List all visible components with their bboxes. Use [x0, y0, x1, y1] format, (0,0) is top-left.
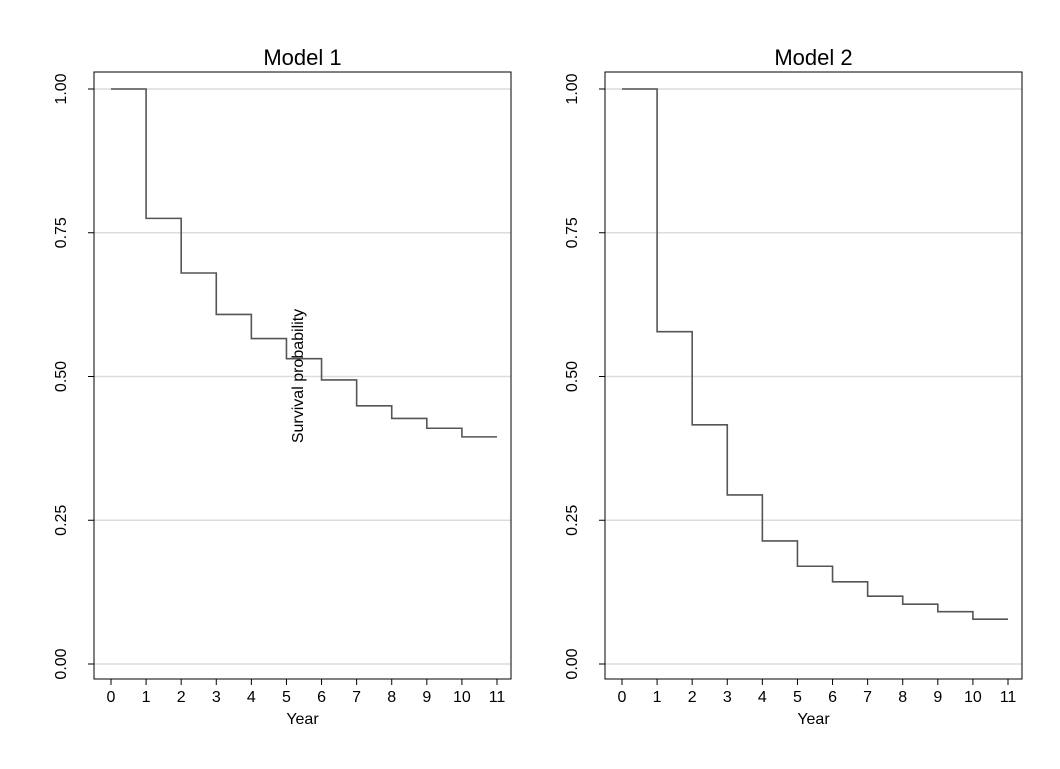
panel-2: Model 2 0.00 0.25 0.50 0.75 1.00 0 1 2 3 4 5 6 7 8 9 10 1… — [564, 45, 1023, 728]
y-tick-label: 0.50 — [53, 361, 70, 392]
y-tick-label: 1.00 — [53, 73, 70, 104]
x-tick-label: 6 — [317, 689, 326, 706]
x-tick-label: 2 — [177, 689, 186, 706]
x-tick-label: 6 — [828, 689, 837, 706]
panel-title: Model 1 — [263, 45, 341, 70]
x-tick-label: 3 — [212, 689, 221, 706]
x-tick-label: 7 — [352, 689, 361, 706]
y-axis-title: Survival probability — [290, 309, 307, 443]
x-tick-label: 4 — [758, 689, 767, 706]
y-tick-label: 0.25 — [53, 505, 70, 536]
x-tick-label: 1 — [142, 689, 151, 706]
plot-frame — [604, 71, 1023, 680]
y-tick-label: 0.50 — [564, 361, 581, 392]
x-tick-label: 8 — [387, 689, 396, 706]
x-tick-label: 4 — [247, 689, 256, 706]
x-axis-title: Year — [797, 711, 830, 728]
panels: Model 10.000.250.500.751.000 1 2 3 4 5 6 7 8 9 10 1… — [53, 45, 1023, 728]
x-tick-label: 0 — [618, 689, 627, 706]
y-tick-label: 0.75 — [564, 217, 581, 248]
x-tick-label: 9 — [933, 689, 942, 706]
x-tick-label: 3 — [723, 689, 732, 706]
x-tick-label: 11 — [1000, 689, 1017, 706]
survival-step-line — [622, 88, 1008, 620]
x-tick-label: 5 — [793, 689, 802, 706]
panel-1: Model 1 0.00 0.25 0.50 0.75 1.00 0 1 2 3 4 5 6 7 8 9 10 1… — [53, 45, 512, 728]
x-tick-label: 1 — [653, 689, 662, 706]
y-tick-label: 0.75 — [53, 217, 70, 248]
x-tick-label: 9 — [422, 689, 431, 706]
survival-step-line — [111, 88, 497, 438]
y-tick-label: 0.25 — [564, 505, 581, 536]
x-tick-label: 2 — [688, 689, 697, 706]
x-tick-label: 10 — [453, 689, 471, 706]
x-tick-label: 5 — [282, 689, 291, 706]
panel-title: Model 2 — [774, 45, 852, 70]
x-tick-label: 7 — [863, 689, 872, 706]
y-tick-label: 0.00 — [564, 648, 581, 679]
x-tick-label: 8 — [898, 689, 907, 706]
y-tick-label: 1.00 — [564, 73, 581, 104]
x-tick-label: 0 — [107, 689, 116, 706]
x-tick-label: 11 — [489, 689, 506, 706]
x-axis-title: Year — [286, 711, 319, 728]
x-tick-label: 10 — [964, 689, 982, 706]
plot-frame — [93, 71, 512, 680]
y-tick-label: 0.00 — [53, 648, 70, 679]
